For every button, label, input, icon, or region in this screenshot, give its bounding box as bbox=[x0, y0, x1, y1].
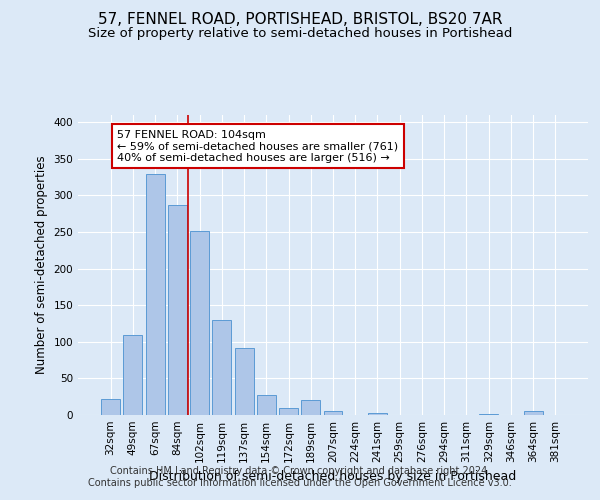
Bar bbox=[524, 412, 542, 415]
Y-axis label: Number of semi-detached properties: Number of semi-detached properties bbox=[35, 156, 48, 374]
Bar bbox=[146, 174, 164, 415]
Bar bbox=[323, 412, 343, 415]
Bar bbox=[124, 335, 142, 415]
Bar bbox=[301, 400, 320, 415]
Bar bbox=[101, 399, 120, 415]
X-axis label: Distribution of semi-detached houses by size in Portishead: Distribution of semi-detached houses by … bbox=[149, 470, 517, 484]
Bar bbox=[212, 320, 231, 415]
Text: 57, FENNEL ROAD, PORTISHEAD, BRISTOL, BS20 7AR: 57, FENNEL ROAD, PORTISHEAD, BRISTOL, BS… bbox=[98, 12, 502, 28]
Bar bbox=[279, 408, 298, 415]
Text: 57 FENNEL ROAD: 104sqm
← 59% of semi-detached houses are smaller (761)
40% of se: 57 FENNEL ROAD: 104sqm ← 59% of semi-det… bbox=[118, 130, 398, 163]
Bar bbox=[479, 414, 498, 415]
Bar bbox=[190, 230, 209, 415]
Text: Size of property relative to semi-detached houses in Portishead: Size of property relative to semi-detach… bbox=[88, 28, 512, 40]
Bar bbox=[168, 205, 187, 415]
Bar bbox=[368, 413, 387, 415]
Bar bbox=[235, 348, 254, 415]
Bar bbox=[257, 395, 276, 415]
Text: Contains HM Land Registry data © Crown copyright and database right 2024.
Contai: Contains HM Land Registry data © Crown c… bbox=[88, 466, 512, 487]
